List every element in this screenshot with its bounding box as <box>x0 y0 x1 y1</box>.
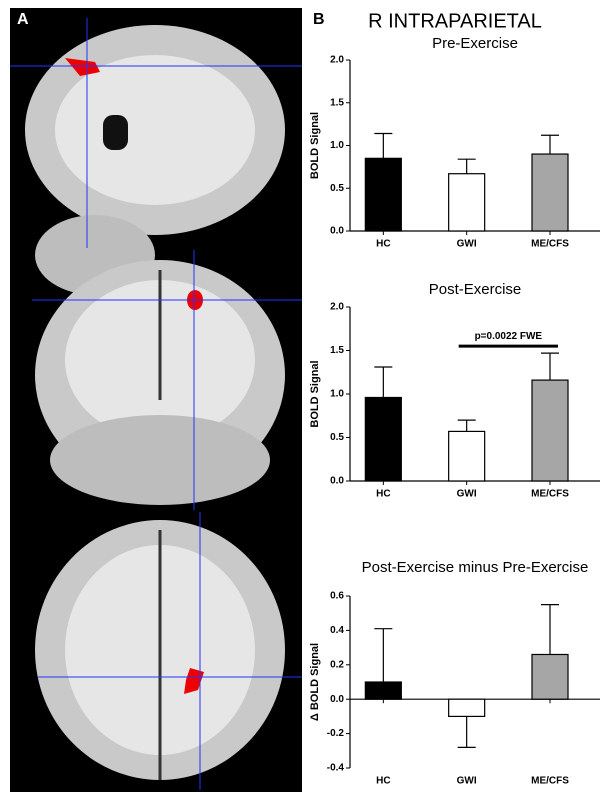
x-tick-label: ME/CFS <box>531 776 569 787</box>
x-tick-label: HC <box>376 776 390 787</box>
y-tick-label: 2.0 <box>330 55 344 66</box>
bar <box>365 158 401 231</box>
y-tick-label: 0.2 <box>330 659 344 670</box>
y-tick-label: 0.4 <box>330 625 344 636</box>
y-tick-label: 0.5 <box>330 183 344 194</box>
bar <box>365 682 401 699</box>
panel-label: A <box>17 11 29 28</box>
x-tick-label: ME/CFS <box>531 489 569 500</box>
y-tick-label: -0.4 <box>327 763 345 774</box>
x-tick-label: HC <box>376 239 390 250</box>
x-tick-label: GWI <box>457 776 477 787</box>
y-tick-label: -0.2 <box>327 728 345 739</box>
annotation: p=0.0022 FWE <box>475 331 543 342</box>
y-tick-label: 1.0 <box>330 389 344 400</box>
y-tick-label: 0.0 <box>330 226 344 237</box>
bar <box>532 654 568 699</box>
brain-panel <box>10 8 302 792</box>
y-tick-label: 0.5 <box>330 432 344 443</box>
bar <box>449 431 485 481</box>
y-tick-label: 0.0 <box>330 476 344 487</box>
bar <box>532 154 568 231</box>
y-tick-label: 1.0 <box>330 140 344 151</box>
panel-label: B <box>313 11 325 28</box>
x-tick-label: HC <box>376 489 390 500</box>
bar <box>449 174 485 231</box>
y-axis-label: BOLD Signal <box>309 360 321 427</box>
y-axis-label: BOLD Signal <box>309 112 321 179</box>
figure-title: R INTRAPARIETAL <box>368 10 542 32</box>
y-tick-label: 0.0 <box>330 694 344 705</box>
y-tick-label: 1.5 <box>330 345 344 356</box>
chart-title: Post-Exercise minus Pre-Exercise <box>362 559 589 576</box>
y-tick-label: 2.0 <box>330 302 344 313</box>
y-tick-label: 1.5 <box>330 97 344 108</box>
x-tick-label: ME/CFS <box>531 239 569 250</box>
y-tick-label: 0.6 <box>330 591 344 602</box>
y-axis-label: Δ BOLD Signal <box>309 643 321 721</box>
bar <box>365 397 401 481</box>
figure: A B R INTRAPARIETAL Pre-Exercise BOLD Sig… <box>0 0 614 794</box>
bar <box>449 699 485 716</box>
x-tick-label: GWI <box>457 239 477 250</box>
x-tick-label: GWI <box>457 489 477 500</box>
bar <box>532 380 568 481</box>
chart-title: Pre-Exercise <box>432 35 518 52</box>
chart-title: Post-Exercise <box>429 281 522 298</box>
